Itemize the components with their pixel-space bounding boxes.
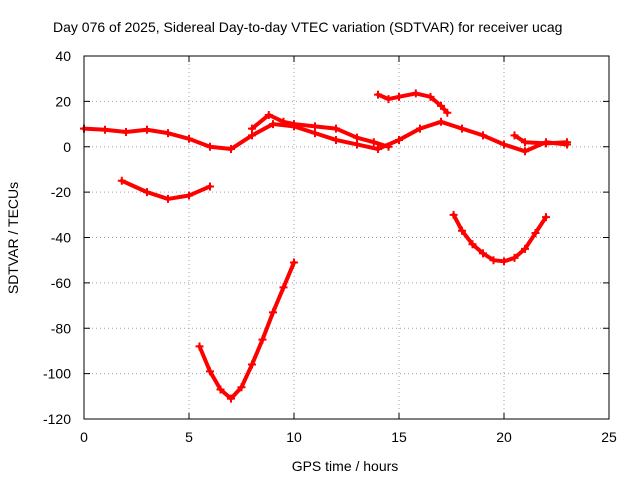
- data-point: [117, 176, 126, 185]
- data-point: [500, 257, 508, 266]
- data-point: [521, 147, 529, 156]
- data-point: [248, 360, 256, 369]
- chart-title: Day 076 of 2025, Sidereal Day-to-day VTE…: [53, 19, 562, 35]
- data-point: [411, 89, 420, 98]
- data-point: [426, 92, 435, 101]
- data-point: [458, 124, 466, 133]
- axis-ticks: 0 5 10 15 20 25 -120 -100 -80 -60 -40 -20 0 20 40: [43, 48, 617, 445]
- data-point: [206, 367, 214, 376]
- data-point: [521, 244, 529, 253]
- data-point: [264, 110, 273, 119]
- data-point: [227, 394, 235, 403]
- data-point: [531, 228, 540, 237]
- data-point: [458, 226, 466, 235]
- data-point: [353, 133, 361, 142]
- data-point: [237, 383, 246, 392]
- series-track-2: [248, 110, 393, 151]
- series-line: [451, 212, 548, 264]
- data-point: [290, 258, 298, 267]
- data-point: [443, 108, 452, 117]
- series-track-4: [117, 176, 214, 203]
- data-point: [101, 125, 109, 134]
- series-track-6: [449, 210, 550, 266]
- x-tick-label: 5: [185, 429, 193, 445]
- y-tick-label: -20: [51, 184, 71, 200]
- y-tick-label: 20: [55, 93, 71, 109]
- data-point: [395, 92, 403, 101]
- data-point: [374, 90, 382, 99]
- data-point: [258, 335, 267, 344]
- data-point: [195, 342, 204, 351]
- data-point: [332, 124, 340, 133]
- y-tick-label: -40: [51, 230, 71, 246]
- series-track-3: [374, 89, 452, 117]
- data-point: [311, 122, 319, 131]
- data-point: [416, 124, 424, 133]
- data-point: [216, 385, 225, 394]
- y-tick-label: -100: [43, 366, 71, 382]
- series-track-1: [80, 117, 571, 156]
- data-point: [384, 142, 393, 151]
- y-tick-label: -60: [51, 275, 71, 291]
- data-point: [269, 120, 277, 129]
- data-point: [437, 101, 445, 110]
- x-tick-label: 0: [80, 429, 88, 445]
- data-point: [206, 182, 214, 191]
- data-point: [449, 210, 458, 219]
- data-point: [500, 140, 508, 149]
- data-point: [437, 117, 445, 126]
- series-line: [250, 112, 391, 149]
- data-series: [80, 89, 571, 403]
- data-point: [227, 145, 235, 154]
- data-point: [542, 213, 550, 222]
- x-tick-label: 25: [601, 429, 617, 445]
- data-point: [332, 135, 340, 144]
- x-tick-label: 20: [496, 429, 512, 445]
- series-track-7: [510, 131, 571, 148]
- y-tick-label: -80: [51, 320, 71, 336]
- data-point: [479, 249, 487, 258]
- x-tick-label: 10: [286, 429, 302, 445]
- data-point: [248, 124, 256, 133]
- data-point: [384, 95, 393, 104]
- grid-lines: [84, 56, 609, 419]
- data-point: [279, 117, 288, 126]
- data-point: [185, 134, 193, 143]
- data-point: [353, 140, 361, 149]
- x-tick-label: 15: [391, 429, 407, 445]
- data-point: [290, 120, 298, 129]
- data-point: [521, 138, 529, 147]
- data-point: [185, 191, 193, 200]
- y-axis-label: SDTVAR / TECUs: [5, 182, 21, 294]
- y-tick-label: 0: [63, 139, 71, 155]
- data-point: [164, 194, 172, 203]
- data-point: [395, 135, 403, 144]
- x-axis-label: GPS time / hours: [292, 458, 399, 474]
- data-point: [369, 138, 378, 147]
- data-point: [311, 129, 319, 138]
- data-point: [164, 129, 172, 138]
- data-point: [206, 142, 214, 151]
- data-point: [279, 283, 288, 292]
- series-line: [197, 260, 296, 401]
- data-point: [122, 128, 130, 137]
- series-line: [119, 178, 212, 201]
- series-track-5: [195, 258, 298, 403]
- y-tick-label: -120: [43, 411, 71, 427]
- series-line: [512, 133, 569, 146]
- data-point: [510, 253, 519, 262]
- data-point: [374, 145, 382, 154]
- data-point: [248, 131, 256, 140]
- data-point: [143, 125, 151, 134]
- data-point: [563, 138, 571, 147]
- data-point: [489, 256, 498, 265]
- data-point: [143, 188, 151, 197]
- data-point: [510, 131, 519, 140]
- data-point: [479, 131, 487, 140]
- data-point: [542, 139, 550, 148]
- data-point: [468, 240, 477, 249]
- y-tick-label: 40: [55, 48, 71, 64]
- data-point: [269, 308, 277, 317]
